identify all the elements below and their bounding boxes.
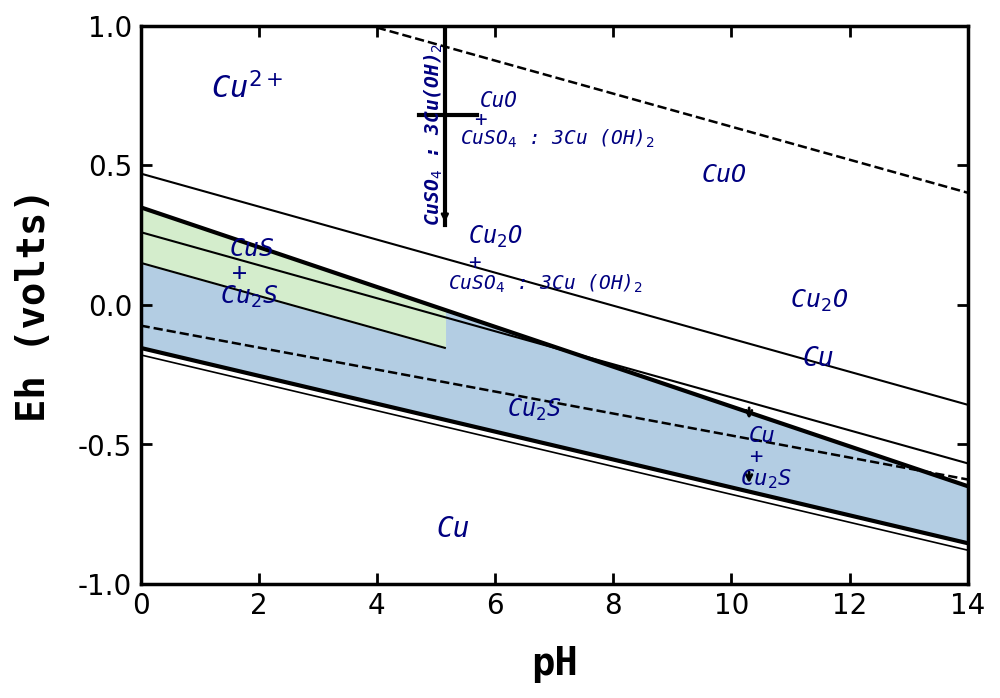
Text: Cu: Cu bbox=[436, 514, 469, 542]
X-axis label: pH: pH bbox=[531, 645, 577, 683]
Text: CuO: CuO bbox=[702, 163, 747, 187]
Text: Cu: Cu bbox=[802, 346, 834, 372]
Text: +: + bbox=[474, 110, 487, 131]
Text: CuSO$_4$ : 3Cu (OH)$_2$: CuSO$_4$ : 3Cu (OH)$_2$ bbox=[459, 128, 654, 150]
Text: Cu$_2$S: Cu$_2$S bbox=[220, 283, 278, 310]
Text: +: + bbox=[468, 253, 481, 273]
Y-axis label: Eh (volts): Eh (volts) bbox=[15, 188, 53, 422]
Text: Cu: Cu bbox=[749, 426, 776, 445]
Text: Cu$_2$O: Cu$_2$O bbox=[790, 288, 848, 314]
Text: CuSO$_4$ : 3Cu (OH)$_2$: CuSO$_4$ : 3Cu (OH)$_2$ bbox=[448, 272, 643, 295]
Text: Cu$_2$S: Cu$_2$S bbox=[740, 467, 792, 490]
Text: +: + bbox=[749, 447, 762, 466]
Text: CuO: CuO bbox=[480, 91, 518, 111]
Text: Cu$_2$S: Cu$_2$S bbox=[507, 396, 562, 422]
Text: Cu$^{2+}$: Cu$^{2+}$ bbox=[211, 72, 284, 105]
Text: Cu$_2$O: Cu$_2$O bbox=[468, 223, 523, 250]
Text: CuS: CuS bbox=[229, 237, 274, 261]
Text: +: + bbox=[232, 261, 247, 285]
Text: CuSO$_4$ : 3Cu(OH)$_2$: CuSO$_4$ : 3Cu(OH)$_2$ bbox=[423, 43, 445, 226]
